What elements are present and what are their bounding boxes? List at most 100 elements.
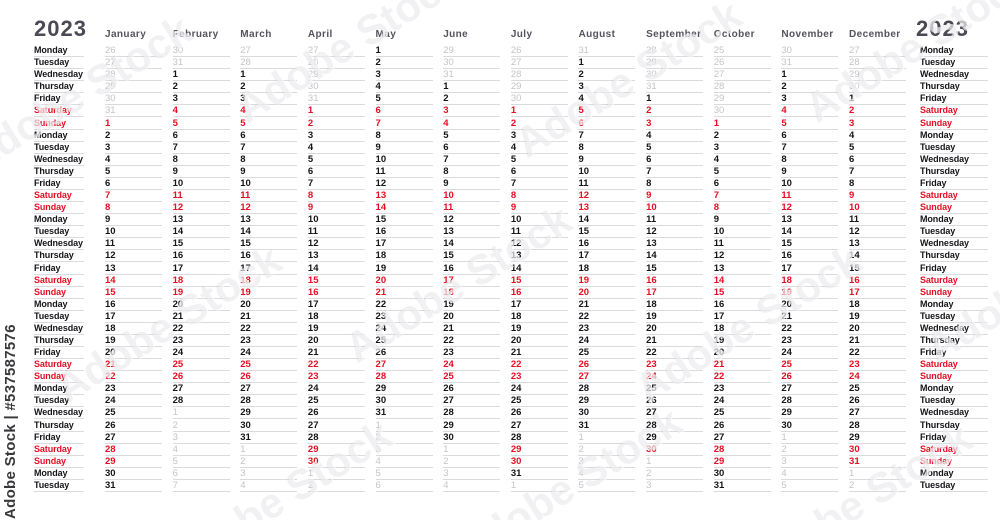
- weekday-label-left: Monday: [34, 468, 84, 480]
- date-cell: 2: [713, 130, 771, 142]
- date-cell: 11: [646, 214, 704, 227]
- date-cell: 12: [713, 250, 771, 263]
- date-cell: 18: [781, 275, 839, 287]
- date-cell: 6: [172, 468, 230, 480]
- date-cell: 28: [510, 69, 568, 82]
- date-cell: 25: [578, 347, 636, 360]
- date-cell: 15: [105, 287, 162, 299]
- date-cell: 10: [105, 226, 162, 239]
- date-cell: 7: [375, 117, 433, 130]
- date-cell: 17: [443, 275, 501, 287]
- weekday-label-left: Thursday: [34, 250, 84, 263]
- date-cell: 1: [105, 117, 162, 130]
- date-cell: 30: [510, 93, 568, 106]
- weekday-label-right: Tuesday: [920, 226, 988, 239]
- date-cell: 21: [578, 299, 636, 311]
- date-cell: 31: [105, 105, 162, 118]
- date-cell: 10: [240, 178, 298, 190]
- date-cell: 6: [172, 130, 230, 142]
- date-cell: 5: [240, 117, 298, 130]
- date-cell: 5: [781, 480, 839, 492]
- date-cell: 30: [307, 81, 365, 94]
- date-cell: 30: [578, 407, 636, 420]
- date-cell: 8: [510, 190, 568, 203]
- date-cell: 19: [849, 311, 907, 323]
- date-cell: 29: [646, 57, 704, 70]
- date-cell: 29: [646, 432, 704, 444]
- date-cell: 2: [240, 456, 298, 468]
- weekday-label-left: Monday: [34, 214, 84, 227]
- date-cell: 6: [375, 105, 433, 118]
- date-cell: 3: [307, 130, 365, 142]
- date-cell: 8: [781, 154, 839, 166]
- date-cell: 11: [443, 202, 501, 215]
- adobe-stock-id-watermark: Adobe Stock | #537587576: [2, 324, 19, 519]
- weekday-label-left: Tuesday: [34, 142, 84, 154]
- date-cell: 24: [105, 395, 162, 408]
- date-cell: 30: [172, 45, 230, 58]
- month-header: August: [578, 29, 616, 40]
- weekday-label-right: Saturday: [920, 190, 988, 203]
- date-cell: 9: [443, 178, 501, 190]
- date-cell: 2: [307, 117, 365, 130]
- date-cell: 28: [375, 371, 433, 384]
- date-cell: 28: [781, 395, 839, 408]
- date-cell: 27: [849, 407, 907, 420]
- date-cell: 1: [510, 480, 568, 492]
- date-cell: 7: [443, 154, 501, 166]
- date-cell: 12: [375, 178, 433, 190]
- date-cell: 10: [713, 226, 771, 239]
- date-cell: 31: [713, 480, 771, 492]
- date-cell: 30: [240, 419, 298, 432]
- date-cell: 18: [375, 250, 433, 263]
- date-cell: 27: [307, 45, 365, 58]
- date-cell: 4: [172, 444, 230, 456]
- date-cell: 5: [443, 130, 501, 142]
- date-cell: 17: [105, 311, 162, 323]
- weekday-label-left: Thursday: [34, 81, 84, 94]
- date-cell: 27: [646, 407, 704, 420]
- date-cell: 2: [375, 432, 433, 444]
- date-cell: 19: [172, 287, 230, 299]
- date-cell: 25: [443, 371, 501, 384]
- date-cell: 4: [781, 468, 839, 480]
- date-cell: 21: [172, 311, 230, 323]
- date-cell: 8: [849, 178, 907, 190]
- date-cell: 7: [849, 166, 907, 178]
- date-cell: 3: [172, 432, 230, 444]
- date-cell: 13: [849, 238, 907, 251]
- date-cell: 3: [510, 130, 568, 142]
- date-cell: 1: [510, 105, 568, 118]
- date-cell: 26: [781, 371, 839, 384]
- weekday-label-right: Monday: [920, 214, 988, 227]
- date-cell: 14: [307, 262, 365, 275]
- date-cell: 1: [307, 105, 365, 118]
- date-cell: 9: [375, 142, 433, 154]
- date-cell: 4: [646, 130, 704, 142]
- date-cell: 20: [172, 299, 230, 311]
- date-cell: 19: [713, 335, 771, 347]
- date-cell: 31: [240, 432, 298, 444]
- date-cell: 17: [713, 311, 771, 323]
- date-cell: 3: [240, 468, 298, 480]
- date-cell: 4: [578, 468, 636, 480]
- date-cell: 20: [375, 275, 433, 287]
- weekday-label-right: Tuesday: [920, 480, 988, 492]
- date-cell: 17: [307, 299, 365, 311]
- date-cell: 27: [240, 383, 298, 396]
- date-cell: 22: [781, 323, 839, 335]
- date-cell: 14: [172, 226, 230, 239]
- date-cell: 12: [307, 238, 365, 251]
- weekday-label-left: Saturday: [34, 359, 84, 372]
- date-cell: 2: [172, 419, 230, 432]
- date-cell: 1: [307, 468, 365, 480]
- date-cell: 26: [849, 395, 907, 408]
- date-cell: 29: [781, 407, 839, 420]
- date-cell: 27: [781, 383, 839, 396]
- date-cell: 2: [172, 81, 230, 94]
- date-cell: 18: [307, 311, 365, 323]
- date-cell: 5: [578, 105, 636, 118]
- month-header: December: [849, 29, 901, 40]
- date-cell: 11: [781, 190, 839, 203]
- date-cell: 13: [375, 190, 433, 203]
